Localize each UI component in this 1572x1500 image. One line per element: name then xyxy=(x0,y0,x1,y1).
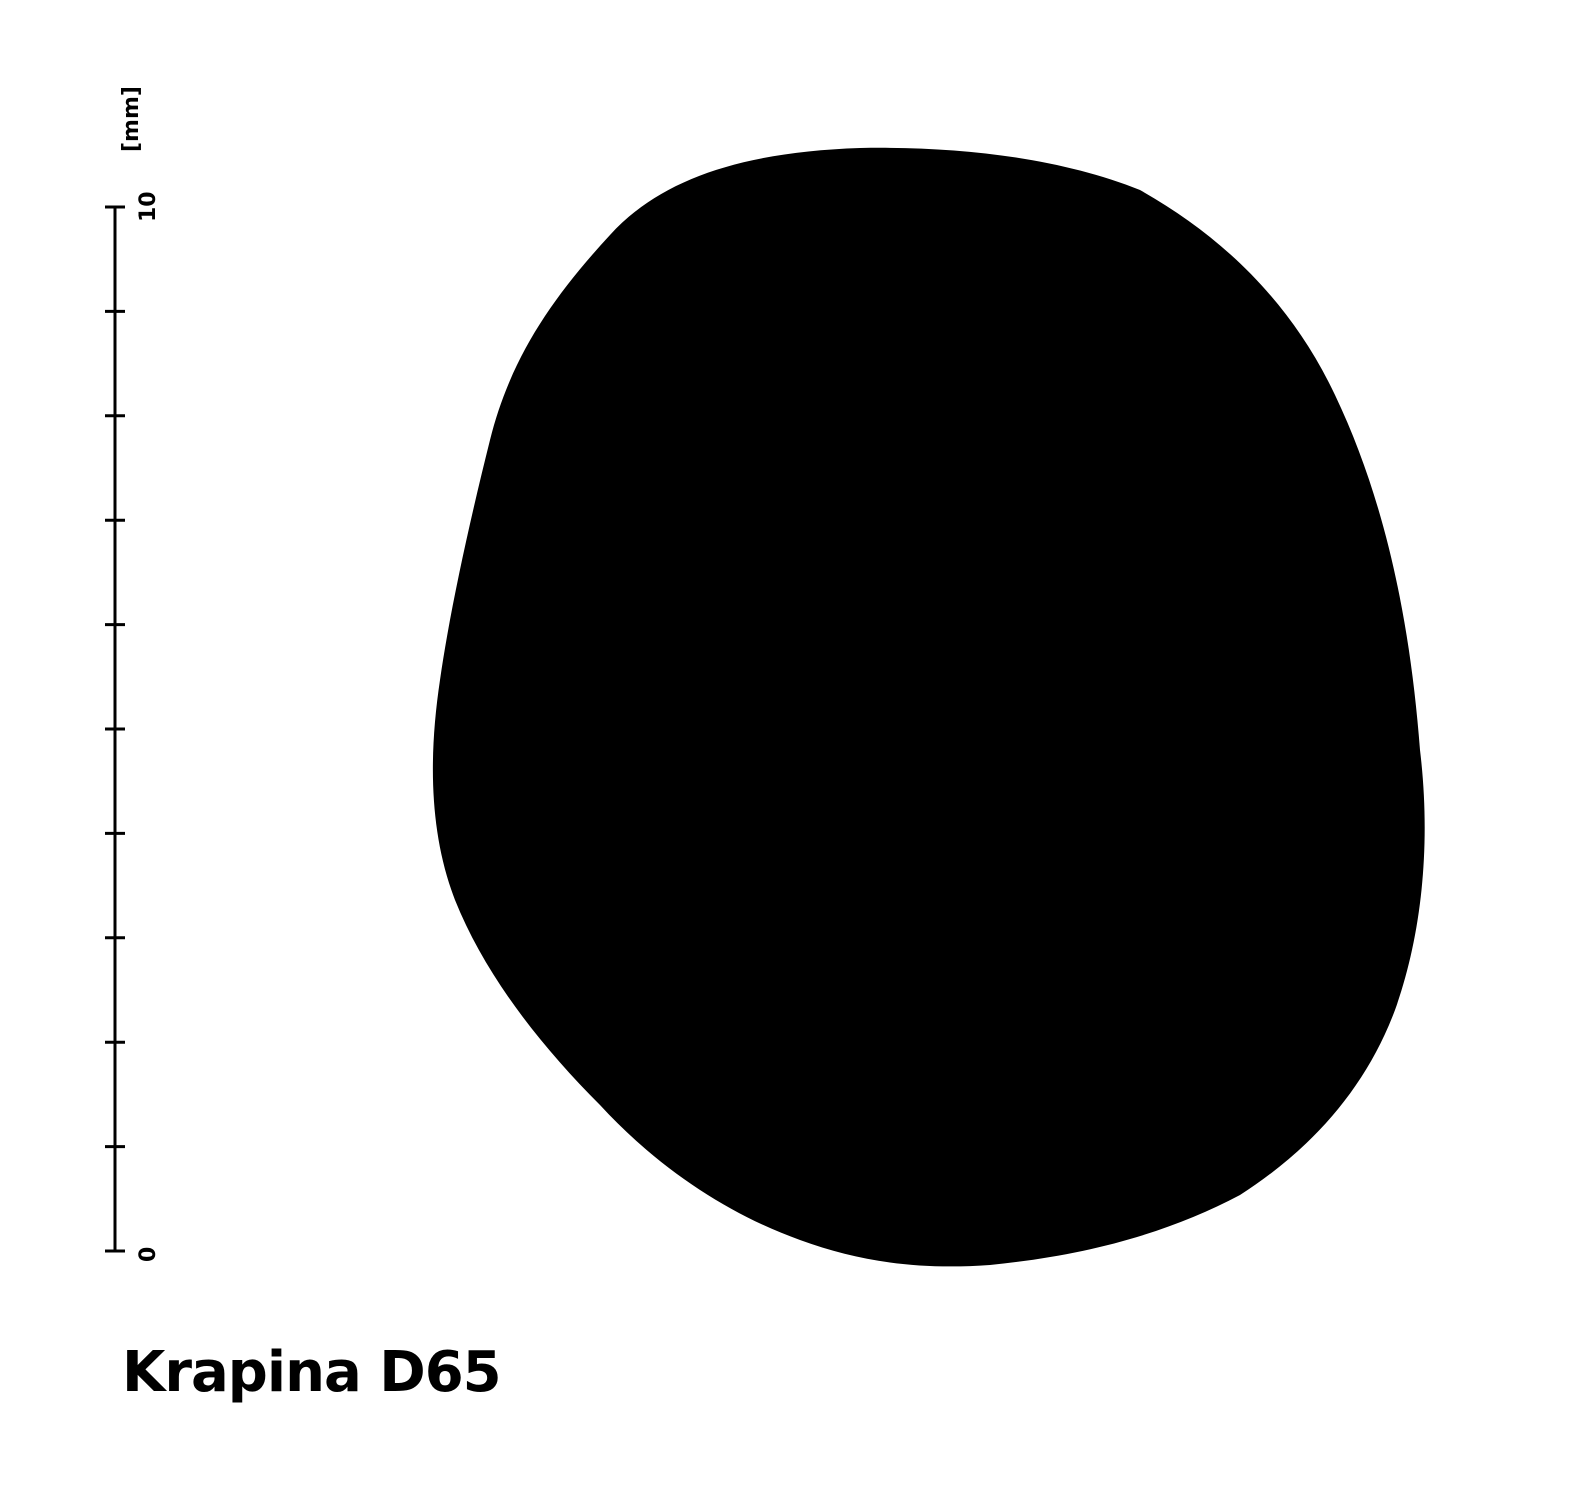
scale-bar: [mm] 10 0 xyxy=(105,86,161,1262)
scale-ticks xyxy=(105,205,125,1253)
scale-max-label: 10 xyxy=(136,191,161,222)
crown-outline-silhouette xyxy=(432,147,1425,1267)
scale-unit-label: [mm] xyxy=(119,86,144,152)
specimen-label: Krapina D65 xyxy=(122,1340,502,1405)
scale-min-label: 0 xyxy=(136,1247,161,1262)
